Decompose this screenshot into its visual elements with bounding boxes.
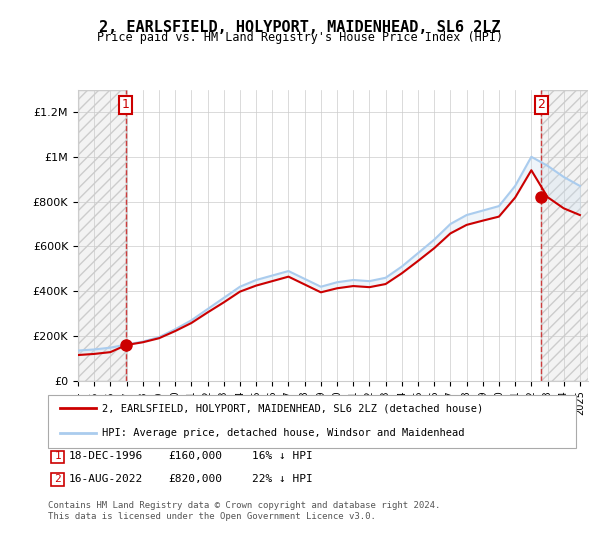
Text: 2, EARLSFIELD, HOLYPORT, MAIDENHEAD, SL6 2LZ: 2, EARLSFIELD, HOLYPORT, MAIDENHEAD, SL6… xyxy=(99,20,501,35)
Text: 2: 2 xyxy=(538,99,545,111)
Text: 16-AUG-2022: 16-AUG-2022 xyxy=(69,474,143,484)
Text: Price paid vs. HM Land Registry's House Price Index (HPI): Price paid vs. HM Land Registry's House … xyxy=(97,31,503,44)
Bar xyxy=(78,90,126,381)
Text: 2: 2 xyxy=(54,474,61,484)
Text: 1: 1 xyxy=(122,99,130,111)
Text: HPI: Average price, detached house, Windsor and Maidenhead: HPI: Average price, detached house, Wind… xyxy=(102,428,464,438)
Bar xyxy=(78,90,126,381)
Bar xyxy=(541,90,588,381)
Text: 2, EARLSFIELD, HOLYPORT, MAIDENHEAD, SL6 2LZ (detached house): 2, EARLSFIELD, HOLYPORT, MAIDENHEAD, SL6… xyxy=(102,403,483,413)
Text: £820,000: £820,000 xyxy=(168,474,222,484)
Bar xyxy=(541,90,588,381)
Text: 16% ↓ HPI: 16% ↓ HPI xyxy=(252,451,313,461)
Text: Contains HM Land Registry data © Crown copyright and database right 2024.
This d: Contains HM Land Registry data © Crown c… xyxy=(48,501,440,521)
Text: 1: 1 xyxy=(54,451,61,461)
Text: £160,000: £160,000 xyxy=(168,451,222,461)
Text: 22% ↓ HPI: 22% ↓ HPI xyxy=(252,474,313,484)
Text: 18-DEC-1996: 18-DEC-1996 xyxy=(69,451,143,461)
